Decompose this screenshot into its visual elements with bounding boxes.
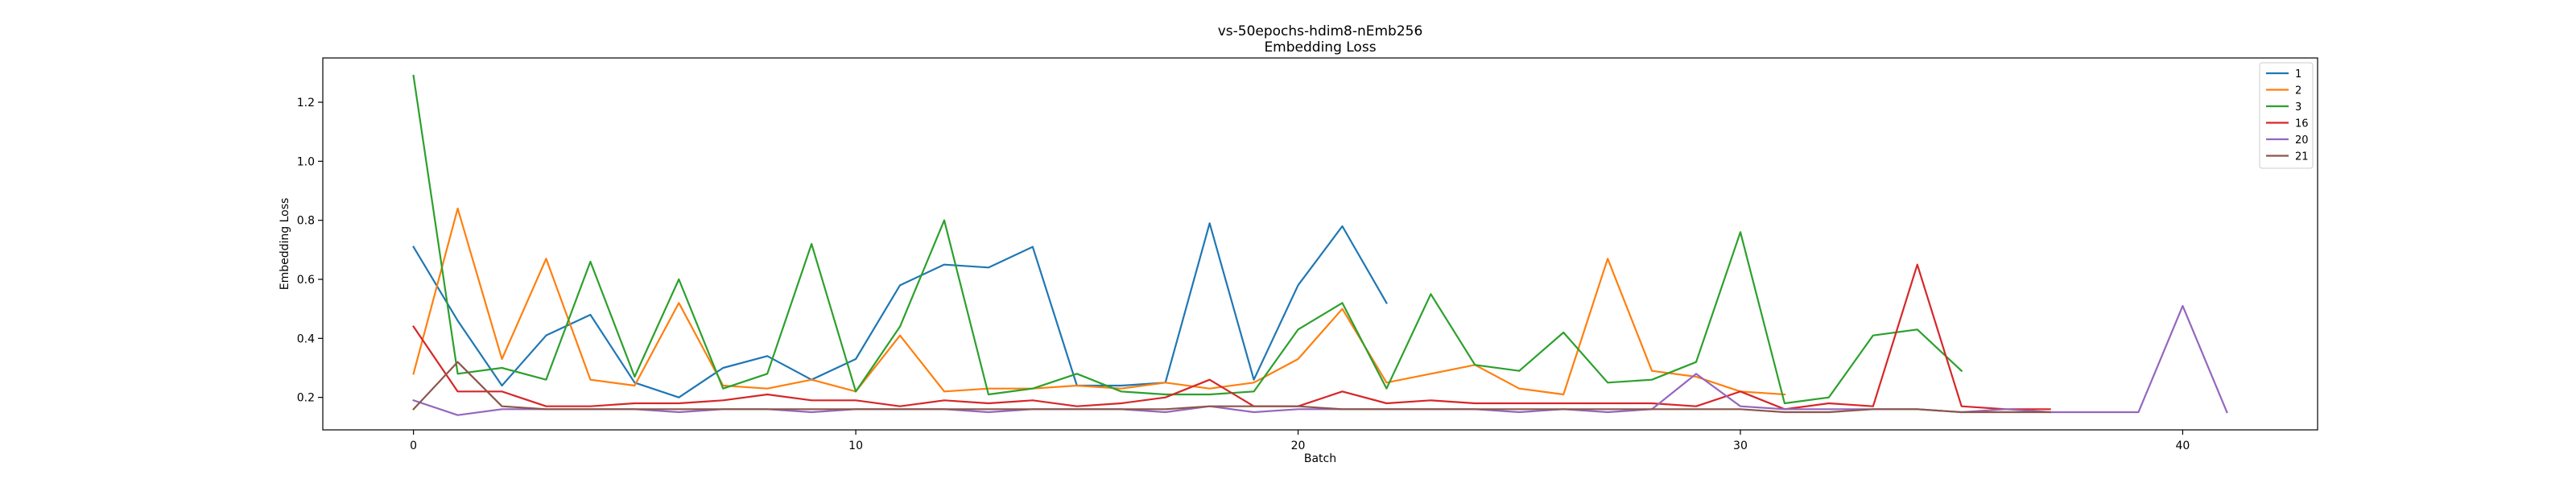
x-tick-label: 10 [848,440,863,452]
x-axis: 0 10 20 30 40 [410,430,2190,452]
series-line-2 [412,207,1786,396]
plot-area [412,74,2228,416]
x-tick-label: 30 [1733,440,1748,452]
y-tick-label: 0.6 [297,274,315,287]
series-line-21 [412,361,2051,414]
legend: 1 2 3 16 20 21 [2259,62,2314,169]
y-tick-label: 0.4 [297,332,315,345]
series-line-3 [412,74,1963,405]
y-axis: 0.2 0.4 0.6 0.8 1.0 1.2 [297,97,323,405]
series-line-1 [412,222,1388,398]
chart-title: vs-50epochs-hdim8-nEmb256 [1218,23,1423,39]
x-tick-label: 0 [410,440,417,452]
axes-frame [322,57,2318,431]
y-tick-label: 1.0 [297,155,315,168]
x-axis-label: Batch [1304,452,1336,465]
legend-label-1: 1 [2295,68,2301,80]
legend-label-21: 21 [2295,151,2309,163]
legend-label-16: 16 [2295,118,2309,130]
y-tick-label: 1.2 [297,97,315,109]
legend-label-2: 2 [2295,85,2301,97]
chart-subtitle: Embedding Loss [1264,39,1376,56]
x-tick-label: 20 [1291,440,1306,452]
series-line-16 [412,263,2051,411]
y-axis-label: Embedding Loss [279,198,291,291]
legend-label-20: 20 [2295,134,2309,147]
x-tick-label: 40 [2176,440,2190,452]
legend-label-3: 3 [2295,101,2301,114]
y-tick-label: 0.8 [297,215,315,228]
y-tick-label: 0.2 [297,392,315,405]
